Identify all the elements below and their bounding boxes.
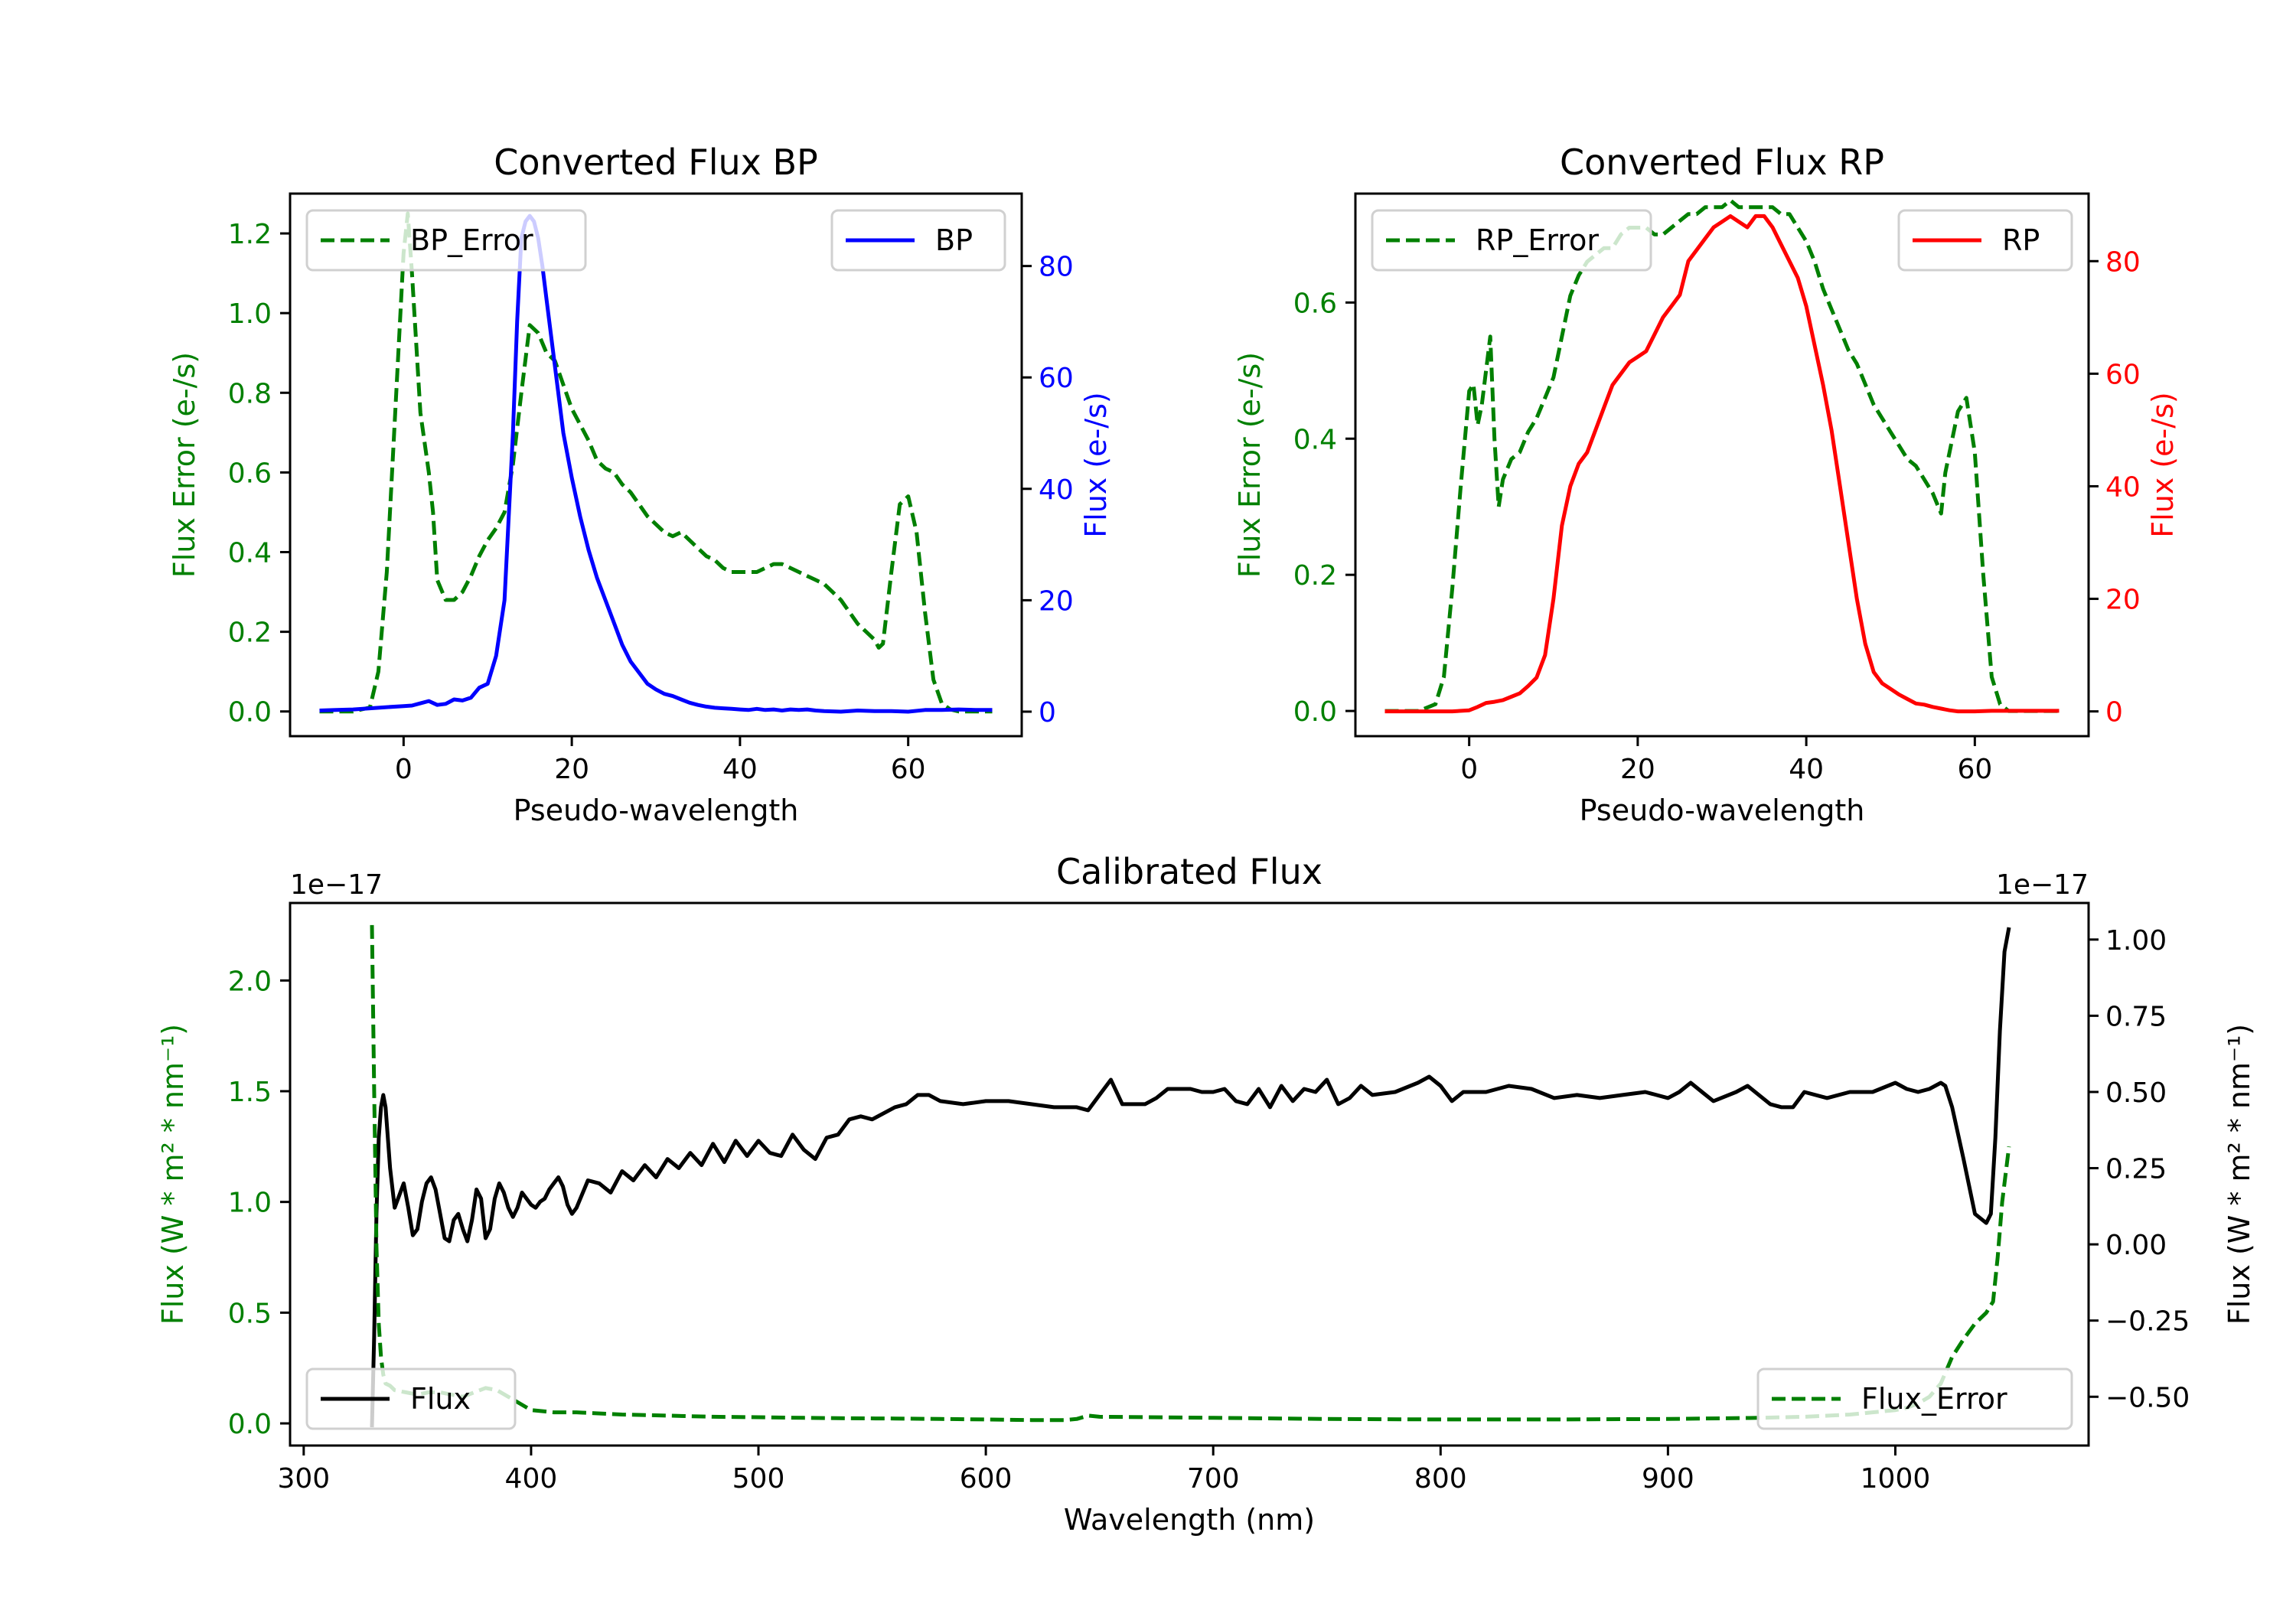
x-tick-label: 20 xyxy=(554,754,589,785)
x-tick-label: 800 xyxy=(1414,1463,1467,1495)
left-y-tick-label: 0.0 xyxy=(1293,696,1337,728)
left-y-tick-label: 1.0 xyxy=(228,1188,272,1219)
x-tick-label: 500 xyxy=(732,1463,785,1495)
left-y-axis-label: Flux Error (e-/s) xyxy=(1233,352,1267,578)
right-y-tick-label: 0 xyxy=(1039,697,1056,729)
x-axis-label: Pseudo-wavelength xyxy=(514,794,799,827)
legend-box xyxy=(1897,209,2073,272)
legend-box xyxy=(1371,209,1652,272)
left-y-tick-label: 0.6 xyxy=(1293,288,1337,319)
left-y-tick-label: 1.0 xyxy=(228,298,272,330)
x-tick-label: 60 xyxy=(891,754,926,785)
legend-box xyxy=(1756,1367,2073,1430)
series-line-rp xyxy=(1384,214,2060,714)
left-y-tick-label: 0.2 xyxy=(228,618,272,649)
right-y-tick-label: 0.00 xyxy=(2105,1230,2167,1261)
x-tick-label: 400 xyxy=(505,1463,558,1495)
right-y-tick-label: 0.50 xyxy=(2105,1077,2167,1109)
x-tick-label: 1000 xyxy=(1861,1463,1931,1495)
legend-label: BP xyxy=(935,223,973,257)
x-tick-label: 600 xyxy=(960,1463,1013,1495)
x-tick-label: 0 xyxy=(395,754,413,785)
left-y-axis-label: Flux Error (e-/s) xyxy=(168,352,201,578)
right-y-tick-label: 80 xyxy=(1039,252,1074,283)
right-y-axis-label: Flux (W * m² * nm⁻¹) xyxy=(2223,1024,2256,1325)
left-y-tick-label: 0.2 xyxy=(1293,560,1337,592)
rp-chart: 0 20 40 60 Pseudo-wavelength 0.0 0.2 0.4 0.6 0 20 4… xyxy=(1233,142,2180,827)
right-y-tick-label: 20 xyxy=(1039,585,1074,617)
right-offset-text: 1e−17 xyxy=(1996,869,2089,901)
legend-box xyxy=(305,209,587,272)
legend-label: BP_Error xyxy=(410,223,533,257)
left-y-tick-label: 1.5 xyxy=(228,1077,272,1108)
left-y-axis-label: Flux (W * m² * nm⁻¹) xyxy=(156,1024,190,1325)
legend-label: RP xyxy=(2002,223,2040,257)
chart-title: Calibrated Flux xyxy=(1056,851,1322,892)
right-y-tick-label: 0.25 xyxy=(2105,1154,2167,1185)
left-y-tick-label: 2.0 xyxy=(228,966,272,997)
series-line-flux-error xyxy=(370,924,2011,1423)
bp-chart: 0 20 40 60 Pseudo-wavelength 0.0 0.2 0.4 0.6 0.8 1… xyxy=(168,142,1113,827)
left-y-tick-label: 0.0 xyxy=(228,697,272,729)
x-axis-label: Wavelength (nm) xyxy=(1064,1503,1315,1537)
left-y-tick-label: 0.0 xyxy=(228,1409,272,1440)
series-line-bp-error xyxy=(319,211,993,714)
legend-box xyxy=(305,1367,517,1430)
axes-frame xyxy=(289,901,2090,1447)
chart-title: Converted Flux BP xyxy=(494,142,818,183)
x-tick-label: 40 xyxy=(1789,754,1824,785)
right-y-tick-label: −0.25 xyxy=(2105,1306,2190,1338)
legend-label: Flux xyxy=(410,1382,471,1416)
x-tick-label: 300 xyxy=(277,1463,330,1495)
right-y-tick-label: 1.00 xyxy=(2105,925,2167,957)
legend-flux: Flux xyxy=(305,1367,517,1430)
legend-rp-error: RP_Error xyxy=(1371,209,1652,272)
right-y-tick-label: 0.75 xyxy=(2105,1001,2167,1032)
left-y-tick-label: 1.2 xyxy=(228,219,272,250)
series-line-rp-error xyxy=(1384,198,2060,713)
left-y-tick-label: 0.8 xyxy=(228,378,272,409)
series-line-bp xyxy=(319,214,993,714)
right-y-axis-label: Flux (e-/s) xyxy=(2146,392,2180,537)
legend-bp: BP xyxy=(830,209,1006,272)
calibrated-chart: 300 400 500 600 700 800 900 1000 Wavelength (nm)… xyxy=(156,851,2256,1537)
right-y-tick-label: 60 xyxy=(2105,359,2141,390)
legend-box xyxy=(830,209,1006,272)
x-tick-label: 20 xyxy=(1620,754,1655,785)
axes-frame xyxy=(1354,192,2090,738)
left-y-tick-label: 0.4 xyxy=(228,538,272,569)
left-y-tick-label: 0.4 xyxy=(1293,424,1337,455)
axes-frame xyxy=(289,192,1023,738)
left-offset-text: 1e−17 xyxy=(290,869,383,901)
legend-label: Flux_Error xyxy=(1861,1382,2007,1416)
chart-title: Converted Flux RP xyxy=(1560,142,1884,183)
right-y-tick-label: 60 xyxy=(1039,363,1074,394)
right-y-axis-label: Flux (e-/s) xyxy=(1079,392,1113,537)
legend-flux-error: Flux_Error xyxy=(1756,1367,2073,1430)
right-y-tick-label: 40 xyxy=(1039,474,1074,506)
legend-bp-error: BP_Error xyxy=(305,209,587,272)
x-tick-label: 900 xyxy=(1642,1463,1694,1495)
x-tick-label: 700 xyxy=(1187,1463,1240,1495)
left-y-tick-label: 0.6 xyxy=(228,458,272,489)
series-line-flux xyxy=(370,927,2011,1428)
legend-label: RP_Error xyxy=(1476,223,1599,257)
left-y-tick-label: 0.5 xyxy=(228,1298,272,1329)
x-tick-label: 0 xyxy=(1460,754,1478,785)
right-y-tick-label: 20 xyxy=(2105,585,2141,616)
legend-rp: RP xyxy=(1897,209,2073,272)
x-axis-label: Pseudo-wavelength xyxy=(1580,794,1865,827)
x-tick-label: 60 xyxy=(1957,754,1992,785)
right-y-tick-label: −0.50 xyxy=(2105,1382,2190,1413)
right-y-tick-label: 80 xyxy=(2105,246,2141,278)
right-y-tick-label: 0 xyxy=(2105,697,2123,729)
x-tick-label: 40 xyxy=(722,754,758,785)
right-y-tick-label: 40 xyxy=(2105,471,2141,503)
